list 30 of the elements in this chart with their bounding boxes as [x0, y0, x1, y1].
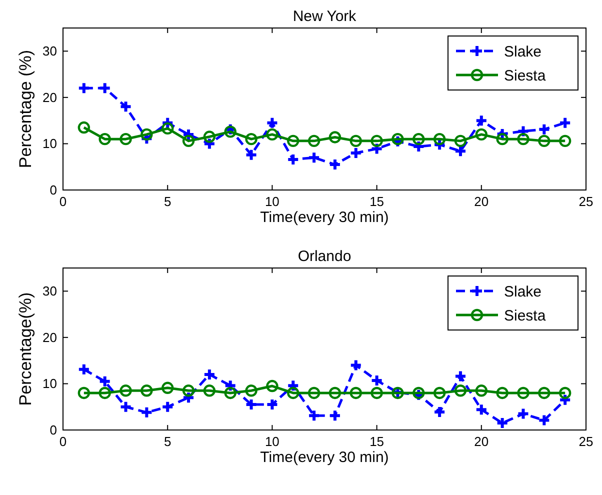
- y-axis-title: Percentage (%): [16, 50, 35, 168]
- legend-label: Slake: [504, 44, 542, 60]
- x-tick-label: 5: [164, 194, 172, 209]
- x-tick-label: 10: [264, 194, 280, 209]
- y-tick-label: 20: [42, 90, 57, 105]
- legend-label: Siesta: [504, 68, 546, 84]
- legend-label: Slake: [504, 284, 542, 300]
- x-tick-label: 20: [474, 434, 489, 449]
- y-tick-label: 10: [42, 136, 57, 152]
- x-tick-label: 10: [264, 434, 280, 449]
- y-tick-label: 0: [50, 422, 57, 438]
- x-tick-label: 15: [370, 434, 384, 449]
- x-axis-title: Time(every 30 min): [260, 209, 389, 226]
- x-tick-label: 25: [578, 434, 594, 449]
- legend-label: Siesta: [504, 308, 546, 324]
- x-tick-label: 25: [578, 194, 594, 209]
- y-tick-label: 30: [42, 44, 57, 59]
- x-tick-label: 15: [370, 194, 384, 209]
- y-tick-label: 20: [42, 330, 57, 345]
- chart-title: Orlando: [298, 248, 352, 265]
- y-tick-label: 30: [42, 284, 57, 299]
- x-tick-label: 0: [59, 194, 67, 209]
- chart-title: New York: [292, 8, 357, 25]
- x-axis-title: Time(every 30 min): [260, 449, 389, 466]
- x-tick-label: 0: [59, 434, 67, 449]
- x-tick-label: 20: [474, 194, 489, 209]
- y-tick-label: 10: [42, 376, 57, 392]
- x-tick-label: 5: [164, 434, 172, 449]
- y-tick-label: 0: [50, 182, 57, 198]
- y-axis-title: Percentage(%): [16, 292, 35, 406]
